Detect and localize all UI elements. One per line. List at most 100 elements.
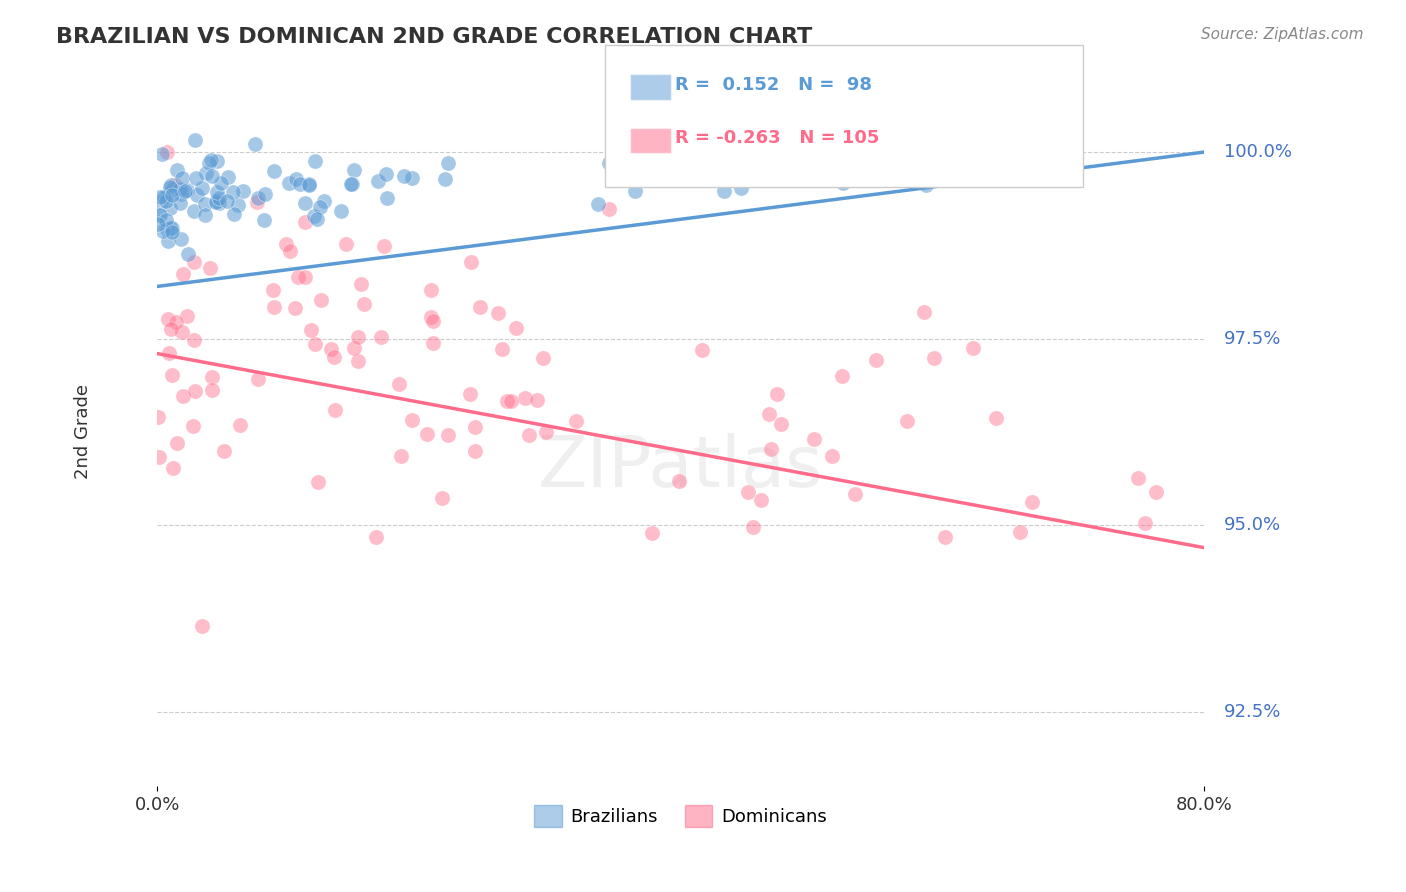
Point [298,178,321,192]
Point [246,191,269,205]
Point [517,428,540,442]
Point [157,346,180,360]
Point [170,171,193,186]
Point [186,170,208,185]
Point [323,350,346,364]
Point [912,305,935,319]
Point [564,414,586,428]
Text: BRAZILIAN VS DOMINICAN 2ND GRADE CORRELATION CHART: BRAZILIAN VS DOMINICAN 2ND GRADE CORRELA… [56,27,813,46]
Point [162,460,184,475]
Point [304,153,326,168]
Point [222,207,245,221]
Point [353,297,375,311]
Point [598,155,620,169]
Point [205,185,228,199]
Point [153,190,176,204]
Legend: Brazilians, Dominicans: Brazilians, Dominicans [527,797,834,834]
Point [183,254,205,268]
Point [222,185,245,199]
Point [214,443,236,458]
Point [343,162,366,177]
Point [1126,471,1149,485]
Point [198,156,221,170]
Point [422,335,444,350]
Point [903,148,925,162]
Point [641,526,664,541]
Point [307,475,329,489]
Point [201,383,224,397]
Point [1019,145,1042,160]
Point [420,283,443,297]
Point [770,417,793,432]
Point [246,371,269,385]
Point [1039,125,1062,139]
Point [962,341,984,355]
Text: Source: ZipAtlas.com: Source: ZipAtlas.com [1201,27,1364,42]
Point [246,194,269,209]
Point [262,283,284,297]
Text: 95.0%: 95.0% [1223,516,1281,534]
Point [513,391,536,405]
Point [422,314,444,328]
Point [347,354,370,368]
Point [217,169,239,184]
Point [1010,524,1032,539]
Point [226,198,249,212]
Point [340,178,363,192]
Point [232,184,254,198]
Point [294,215,316,229]
Point [156,145,179,159]
Point [531,351,554,365]
Point [294,196,316,211]
Point [276,237,298,252]
Point [1146,485,1168,500]
Point [984,410,1007,425]
Text: ZIPatlas: ZIPatlas [538,433,824,502]
Point [464,420,486,434]
Point [602,128,624,143]
Point [458,387,481,401]
Point [150,194,173,209]
Point [1021,495,1043,509]
Text: R = -0.263   N = 105: R = -0.263 N = 105 [675,129,879,147]
Point [416,426,439,441]
Point [370,330,392,344]
Point [388,376,411,391]
Point [172,389,194,403]
Point [169,182,191,196]
Point [150,147,173,161]
Point [172,267,194,281]
Point [149,208,172,222]
Point [759,442,782,456]
Point [436,155,458,169]
Point [159,178,181,192]
Point [170,186,193,201]
Point [194,208,217,222]
Point [156,312,179,326]
Point [1133,516,1156,530]
Point [419,310,441,325]
Point [166,436,188,450]
Point [194,197,217,211]
Point [160,225,183,239]
Point [181,419,204,434]
Point [160,368,183,382]
Text: R =  0.152   N =  98: R = 0.152 N = 98 [675,76,872,94]
Point [207,191,229,205]
Point [347,330,370,344]
Point [915,178,938,193]
Point [304,209,326,223]
Point [865,353,887,368]
Point [208,195,231,210]
Point [401,171,423,186]
Point [163,178,186,193]
Point [309,200,332,214]
Point [201,369,224,384]
Point [939,136,962,151]
Point [148,450,170,465]
Point [254,186,277,201]
Point [205,194,228,209]
Point [375,191,398,205]
Text: 92.5%: 92.5% [1223,703,1281,721]
Point [183,203,205,218]
